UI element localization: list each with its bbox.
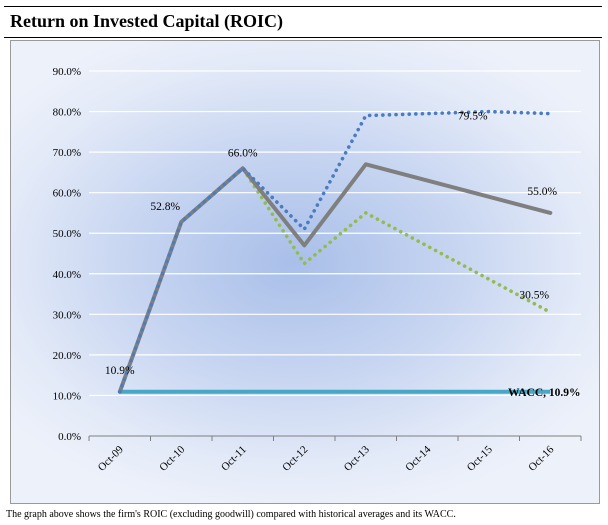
x-tick-label: Oct-15: [465, 443, 495, 473]
y-tick-label: 70.0%: [53, 147, 81, 159]
chart-caption: The graph above shows the firm's ROIC (e…: [6, 509, 456, 520]
y-tick-label: 0.0%: [58, 431, 81, 443]
y-tick-label: 80.0%: [53, 107, 81, 119]
x-tick-label: Oct-13: [342, 443, 372, 473]
x-tick-label: Oct-16: [526, 443, 556, 473]
x-tick-label: Oct-09: [96, 443, 126, 473]
data-label: 30.5%: [519, 289, 549, 301]
series-line-1: [118, 109, 553, 394]
chart-area: 0.0% 10.0% 20.0% 30.0% 40.0% 50.0% 60.0% 70.0% 8…: [10, 40, 600, 504]
roic-line-chart: 0.0% 10.0% 20.0% 30.0% 40.0% 50.0% 60.0% 70.0% 8…: [53, 66, 582, 474]
data-label: 55.0%: [527, 186, 557, 198]
data-label: WACC, 10.9%: [508, 387, 581, 399]
x-tick-label: Oct-12: [280, 444, 310, 474]
data-label: 66.0%: [228, 147, 258, 159]
x-tick-label: Oct-14: [403, 443, 433, 473]
y-tick-label: 40.0%: [53, 269, 81, 281]
data-label: 10.9%: [105, 365, 135, 377]
y-tick-label: 90.0%: [53, 66, 81, 78]
y-tick-label: 50.0%: [53, 228, 81, 240]
chart-title: Return on Invested Capital (ROIC): [10, 11, 284, 31]
x-tick-label: Oct-10: [157, 443, 187, 473]
y-tick-label: 20.0%: [53, 350, 81, 362]
y-tick-label: 60.0%: [53, 188, 81, 200]
x-tick-label: Oct-11: [219, 444, 249, 474]
data-label: 52.8%: [150, 201, 180, 213]
chart-header: Return on Invested Capital (ROIC): [4, 6, 602, 38]
y-tick-label: 30.0%: [53, 309, 81, 321]
y-tick-label: 10.0%: [53, 390, 81, 402]
data-label: 79.5%: [458, 111, 488, 123]
series-line-2: [117, 162, 553, 394]
